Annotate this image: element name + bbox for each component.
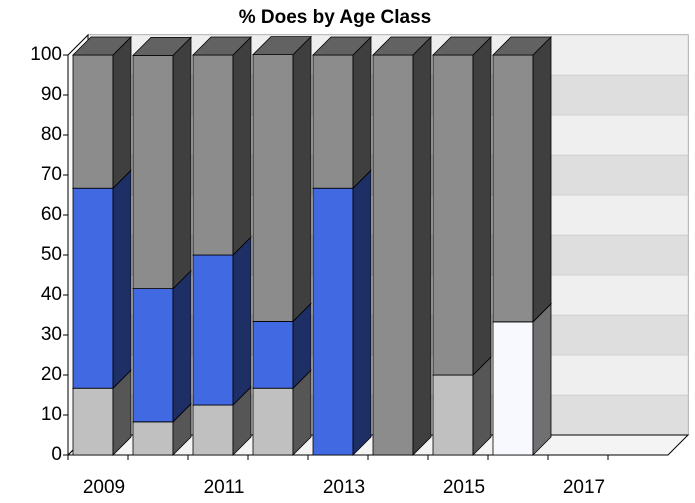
y-tick-label: 100 <box>30 44 62 65</box>
bar-side <box>472 36 492 376</box>
y-tick-label: 30 <box>41 324 62 345</box>
bar-side <box>292 35 312 323</box>
bar-side <box>172 36 192 290</box>
bar-segment <box>252 320 294 389</box>
bar-top <box>132 37 192 56</box>
bar-segment <box>192 404 234 456</box>
bar-side <box>412 36 432 456</box>
bar-top <box>72 36 132 56</box>
bar-segment <box>252 54 294 322</box>
bar-side <box>532 302 552 456</box>
bar-segment <box>72 54 114 189</box>
bar-segment <box>72 187 114 389</box>
bar-side <box>232 236 252 406</box>
bar-side <box>112 169 132 390</box>
bar-side <box>232 36 252 256</box>
y-tick-label: 50 <box>41 244 62 265</box>
bar-segment <box>132 288 174 423</box>
bar-segment <box>492 321 534 456</box>
y-tick-label: 0 <box>51 444 62 465</box>
bar-segment <box>312 54 354 189</box>
bar-top <box>492 36 552 56</box>
bar-side <box>352 169 372 456</box>
x-tick-label: 2013 <box>323 477 365 498</box>
chart-title: % Does by Age Class <box>239 7 432 28</box>
y-tick-label: 10 <box>41 404 62 425</box>
x-tick-label: 2011 <box>204 477 245 498</box>
bar-segment <box>432 374 474 456</box>
x-tick-label: 2015 <box>443 477 485 498</box>
bar-segment <box>192 54 234 256</box>
x-tick-label: 2017 <box>563 477 605 498</box>
bar-top <box>192 36 252 56</box>
y-tick-label: 80 <box>41 124 62 145</box>
bar-side <box>532 36 552 323</box>
y-tick-label: 60 <box>41 204 62 225</box>
bar-side <box>172 269 192 423</box>
y-tick-label: 90 <box>41 84 62 105</box>
bar-segment <box>132 55 174 289</box>
bar-top <box>252 36 312 55</box>
bar-segment <box>72 387 114 456</box>
bar-top <box>372 36 432 56</box>
y-tick-label: 20 <box>41 364 62 385</box>
x-tick-label: 2009 <box>83 477 125 498</box>
bar-segment <box>372 54 414 456</box>
y-tick-label: 40 <box>41 284 62 305</box>
bar-segment <box>432 54 474 376</box>
bar-top <box>432 36 492 56</box>
bar-segment <box>192 254 234 406</box>
bar-side <box>352 36 372 190</box>
bar-segment <box>252 387 294 456</box>
bar-segment <box>132 421 174 456</box>
y-tick-label: 70 <box>41 164 62 185</box>
bar-top <box>312 36 372 56</box>
bar-segment <box>312 187 354 456</box>
bar-segment <box>492 54 534 323</box>
bar-side <box>112 36 132 190</box>
